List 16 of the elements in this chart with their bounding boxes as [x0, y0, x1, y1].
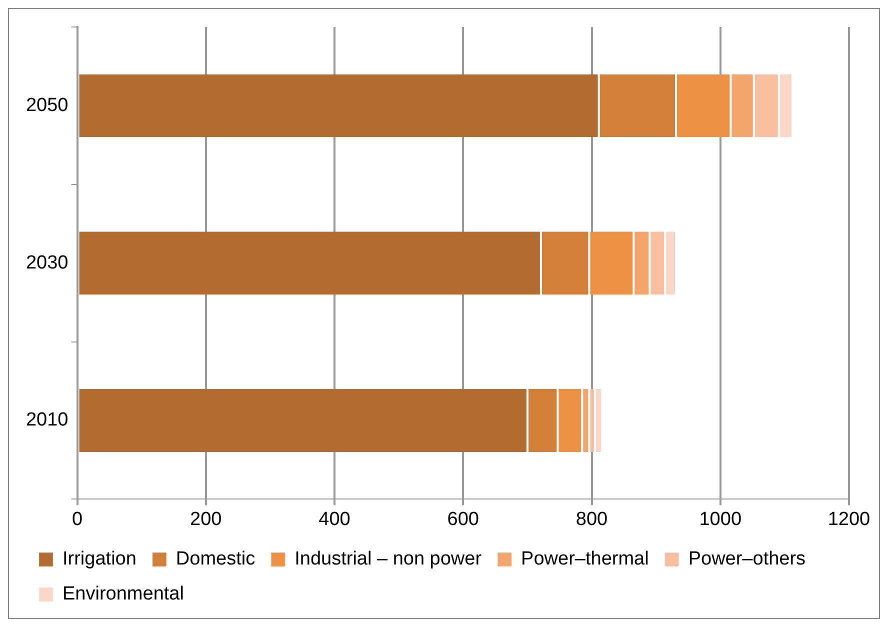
- x-tick-label: 400: [318, 508, 350, 530]
- x-tick-label: 1200: [828, 508, 870, 530]
- x-tick-label: 800: [576, 508, 608, 530]
- legend-label: Industrial – non power: [294, 548, 482, 570]
- y-tick-label: 2010: [26, 410, 68, 431]
- legend-label: Irrigation: [62, 548, 136, 570]
- legend-label: Environmental: [62, 584, 184, 605]
- x-tick-label: 200: [190, 508, 222, 530]
- legend-label: Domestic: [176, 548, 256, 570]
- x-tick-label: 1000: [699, 508, 742, 530]
- y-tick-label: 2050: [26, 94, 68, 116]
- x-tick-label: 600: [447, 508, 479, 530]
- legend-label: Power–thermal: [521, 548, 649, 570]
- legend-label: Power–others: [688, 548, 806, 570]
- x-tick-label: 0: [72, 508, 83, 530]
- y-tick-label: 2030: [26, 252, 68, 274]
